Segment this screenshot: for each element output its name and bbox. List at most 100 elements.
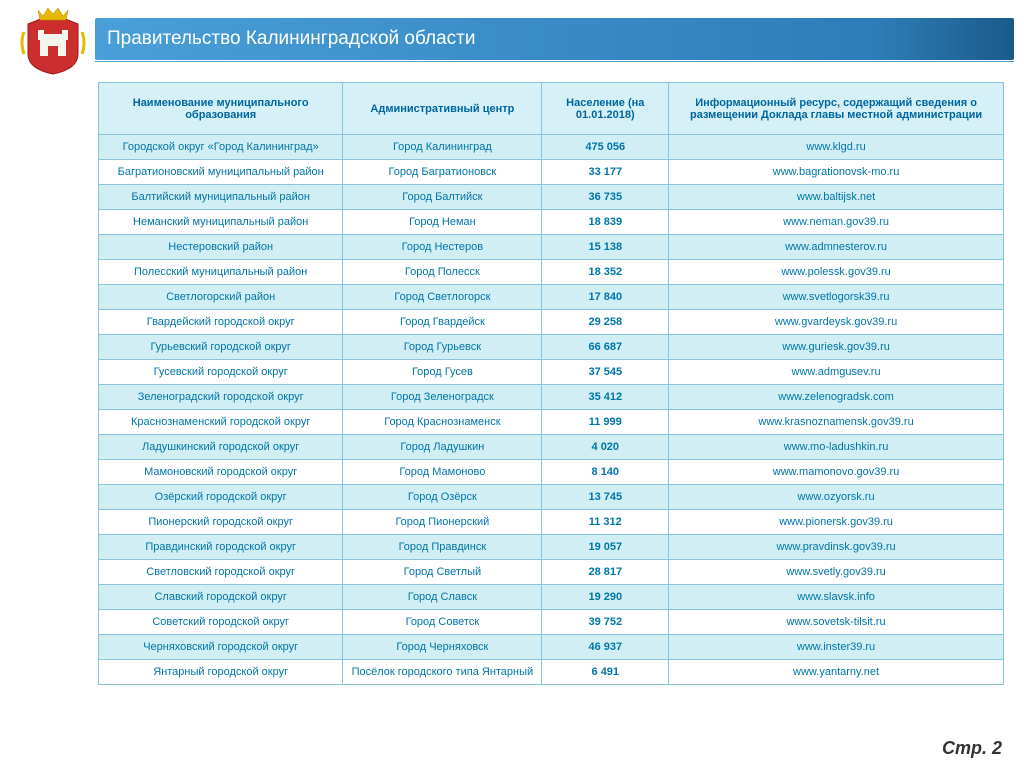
table-cell: Город Краснознаменск [343,410,542,435]
table-cell: www.slavsk.info [669,585,1004,610]
table-row: Гурьевский городской округГород Гурьевск… [99,335,1004,360]
table-cell: Светловский городской округ [99,560,343,585]
table-cell: Город Гвардейск [343,310,542,335]
table-cell: 17 840 [542,285,669,310]
table-cell: Черняховский городской округ [99,635,343,660]
table-row: Неманский муниципальный районГород Неман… [99,210,1004,235]
table-cell: www.inster39.ru [669,635,1004,660]
table-cell: 18 839 [542,210,669,235]
municipalities-table: Наименование муниципального образования … [98,82,1004,685]
table-cell: Город Неман [343,210,542,235]
table-cell: 36 735 [542,185,669,210]
table-cell: Город Славск [343,585,542,610]
table-row: Пионерский городской округГород Пионерск… [99,510,1004,535]
table-cell: Полесский муниципальный район [99,260,343,285]
table-cell: 6 491 [542,660,669,685]
table-cell: Балтийский муниципальный район [99,185,343,210]
table-cell: Город Ладушкин [343,435,542,460]
table-cell: www.klgd.ru [669,135,1004,160]
table-cell: Городской округ «Город Калининград» [99,135,343,160]
col-header-center: Административный центр [343,83,542,135]
municipalities-table-wrap: Наименование муниципального образования … [98,82,1004,685]
table-cell: www.mo-ladushkin.ru [669,435,1004,460]
table-cell: Город Нестеров [343,235,542,260]
table-cell: Город Зеленоградск [343,385,542,410]
table-cell: Город Калининград [343,135,542,160]
table-cell: Гусевский городской округ [99,360,343,385]
table-row: Правдинский городской округГород Правдин… [99,535,1004,560]
table-cell: Багратионовский муниципальный район [99,160,343,185]
table-cell: Город Озёрск [343,485,542,510]
table-cell: www.baltijsk.net [669,185,1004,210]
table-cell: 33 177 [542,160,669,185]
header-bar: Правительство Калининградской области [95,18,1014,60]
table-cell: www.guriesk.gov39.ru [669,335,1004,360]
table-cell: www.neman.gov39.ru [669,210,1004,235]
table-cell: Гурьевский городской округ [99,335,343,360]
table-cell: www.gvardeysk.gov39.ru [669,310,1004,335]
table-cell: Нестеровский район [99,235,343,260]
table-row: Светловский городской округГород Светлый… [99,560,1004,585]
table-cell: Город Гурьевск [343,335,542,360]
table-row: Багратионовский муниципальный районГород… [99,160,1004,185]
table-cell: 15 138 [542,235,669,260]
table-cell: 46 937 [542,635,669,660]
table-cell: 11 999 [542,410,669,435]
table-cell: 29 258 [542,310,669,335]
table-row: Зеленоградский городской округГород Зеле… [99,385,1004,410]
table-cell: Город Полесск [343,260,542,285]
table-cell: Неманский муниципальный район [99,210,343,235]
table-cell: 19 290 [542,585,669,610]
table-row: Янтарный городской округПосёлок городско… [99,660,1004,685]
region-emblem [18,4,88,76]
table-cell: Город Правдинск [343,535,542,560]
table-cell: www.pionersk.gov39.ru [669,510,1004,535]
table-cell: www.krasnoznamensk.gov39.ru [669,410,1004,435]
col-header-resource: Информационный ресурс, содержащий сведен… [669,83,1004,135]
table-cell: Ладушкинский городской округ [99,435,343,460]
table-cell: www.polessk.gov39.ru [669,260,1004,285]
table-cell: 66 687 [542,335,669,360]
table-cell: Город Балтийск [343,185,542,210]
col-header-population: Население (на 01.01.2018) [542,83,669,135]
table-cell: www.admgusev.ru [669,360,1004,385]
table-row: Черняховский городской округГород Чернях… [99,635,1004,660]
table-row: Гвардейский городской округГород Гвардей… [99,310,1004,335]
table-cell: 35 412 [542,385,669,410]
table-row: Гусевский городской округГород Гусев37 5… [99,360,1004,385]
table-cell: Город Светлый [343,560,542,585]
table-cell: www.svetly.gov39.ru [669,560,1004,585]
table-cell: Город Светлогорск [343,285,542,310]
table-row: Ладушкинский городской округГород Ладушк… [99,435,1004,460]
table-row: Полесский муниципальный районГород Полес… [99,260,1004,285]
table-cell: 37 545 [542,360,669,385]
table-cell: Город Гусев [343,360,542,385]
table-row: Мамоновский городской округГород Мамонов… [99,460,1004,485]
table-cell: www.yantarny.net [669,660,1004,685]
table-cell: Гвардейский городской округ [99,310,343,335]
table-cell: www.pravdinsk.gov39.ru [669,535,1004,560]
table-cell: 13 745 [542,485,669,510]
table-cell: Город Советск [343,610,542,635]
table-cell: Зеленоградский городской округ [99,385,343,410]
table-cell: Правдинский городской округ [99,535,343,560]
table-row: Озёрский городской округГород Озёрск13 7… [99,485,1004,510]
table-cell: www.bagrationovsk-mo.ru [669,160,1004,185]
table-row: Советский городской округГород Советск39… [99,610,1004,635]
table-row: Светлогорский районГород Светлогорск17 8… [99,285,1004,310]
table-cell: Мамоновский городской округ [99,460,343,485]
table-row: Нестеровский районГород Нестеров15 138ww… [99,235,1004,260]
table-cell: www.ozyorsk.ru [669,485,1004,510]
table-row: Краснознаменский городской округГород Кр… [99,410,1004,435]
table-cell: 475 056 [542,135,669,160]
table-cell: Озёрский городской округ [99,485,343,510]
table-cell: Город Багратионовск [343,160,542,185]
table-cell: 39 752 [542,610,669,635]
header-underline [95,61,1014,62]
page-number: Стр. 2 [942,738,1002,759]
table-cell: Город Пионерский [343,510,542,535]
table-cell: Посёлок городского типа Янтарный [343,660,542,685]
header-title: Правительство Калининградской области [107,28,475,50]
table-cell: Город Черняховск [343,635,542,660]
table-cell: www.svetlogorsk39.ru [669,285,1004,310]
